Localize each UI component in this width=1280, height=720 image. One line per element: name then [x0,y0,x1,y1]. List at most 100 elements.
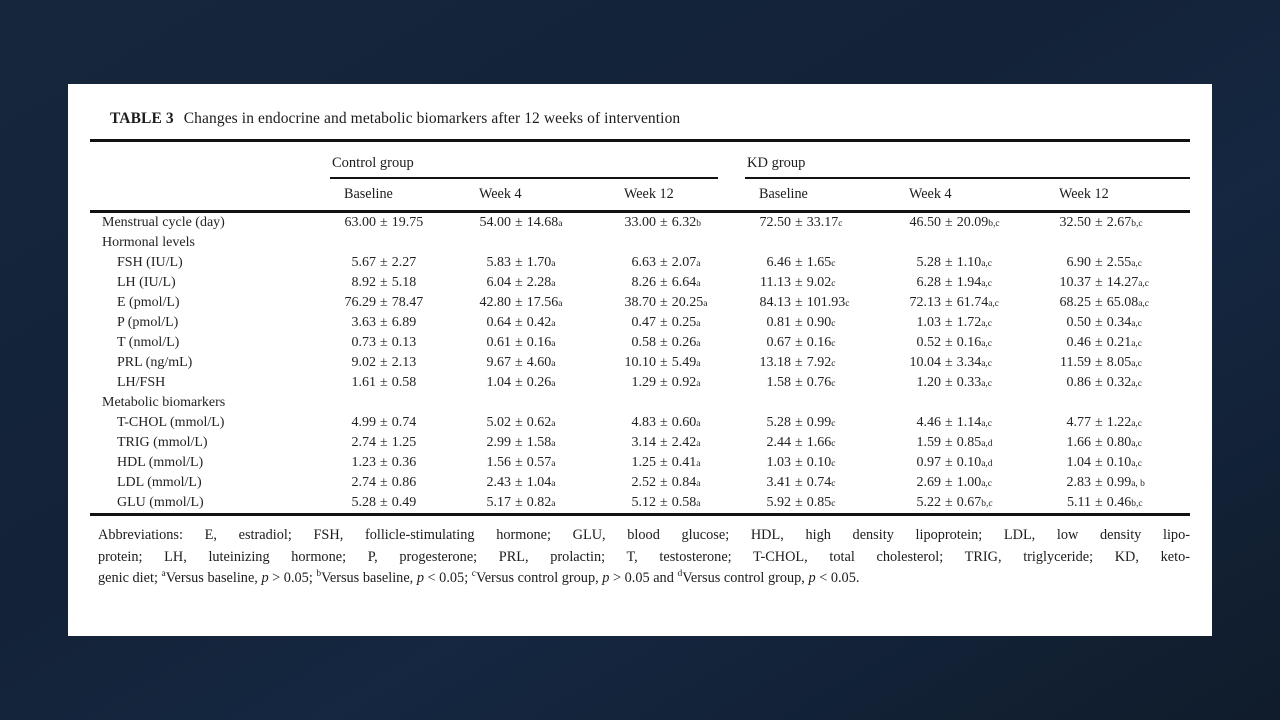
table-footnote: Abbreviations: E, estradiol; FSH, follic… [98,525,1190,590]
row-label: GLU (mmol/L) [90,493,330,516]
value-cell [745,233,895,253]
value-cell: 54.00 ±14.68 a [479,215,563,230]
row-label: HDL (mmol/L) [117,455,204,470]
value-cell [895,393,1045,413]
value-cell: 32.50 ±2.67 b,c [1059,215,1143,230]
col-header-kd-week4: Week 4 [895,179,1045,213]
row-label: LH/FSH [117,375,166,390]
value-cell: 1.03 ±0.10 c [766,455,836,470]
col-header-control-week4: Week 4 [465,179,610,213]
table-row: LH/FSH 1.61 ±0.58 1.04 ±0.26 a 1.29 ±0.92 a 1.58 ±… [90,373,1190,393]
value-cell: 10.37 ±14.27 a,c [1059,275,1150,290]
value-cell: 2.74 ±0.86 [351,475,417,490]
table-row: GLU (mmol/L) 5.28 ±0.49 5.17 ±0.82 a 5.12 ±0.58… [90,493,1191,516]
footnote-line: protein; LH, luteinizing hormone; P, pro… [98,548,1190,565]
table-row: LH (IU/L) 8.92 ±5.18 6.04 ±2.28 a 8.26 ±6.64 a 11… [90,273,1190,293]
value-cell: 5.12 ±0.58 a [610,493,745,516]
value-cell [1045,233,1190,253]
value-cell: 5.11 ±0.46 b,c [1045,493,1191,516]
row-label: E (pmol/L) [117,295,180,310]
value-cell: 0.52 ±0.16 a,c [916,335,993,350]
empty-header-cell [90,141,330,180]
value-cell: 38.70 ±20.25 a [624,295,708,310]
col-header-kd-week12: Week 12 [1045,179,1191,213]
col-header-kd-baseline: Baseline [745,179,895,213]
table-row: LDL (mmol/L) 2.74 ±0.86 2.43 ±1.04 a 2.52 ±0.84… [90,473,1190,493]
col-header-control-baseline: Baseline [330,179,465,213]
value-cell [330,393,465,413]
group-header-row: Control group KD group [90,141,1191,180]
row-label: LDL (mmol/L) [117,475,202,490]
value-cell: 5.17 ±0.82 a [465,493,610,516]
table-row: T (nmol/L) 0.73 ±0.13 0.61 ±0.16 a 0.58 ±0.26 a 0… [90,333,1190,353]
value-cell: 0.64 ±0.42 a [486,315,556,330]
section-row: Metabolic biomarkers [90,393,1190,413]
value-cell: 2.44 ±1.66 c [766,435,836,450]
row-label: LH (IU/L) [117,275,176,290]
value-cell: 6.46 ±1.65 c [766,255,836,270]
value-cell: 1.58 ±0.76 c [766,375,836,390]
value-cell: 84.13 ±101.93 c [759,295,850,310]
value-cell: 1.59 ±0.85 a,d [916,435,993,450]
value-cell: 5.28 ±0.49 [330,493,465,516]
section-label: Metabolic biomarkers [102,395,226,410]
value-cell [610,233,745,253]
value-cell: 1.56 ±0.57 a [486,455,556,470]
value-cell: 42.80 ±17.56 a [479,295,563,310]
value-cell: 5.83 ±1.70 a [486,255,556,270]
value-cell: 2.69 ±1.00 a,c [916,475,993,490]
row-label: TRIG (mmol/L) [117,435,208,450]
kd-group-header: KD group [745,141,1191,179]
row-label: T (nmol/L) [117,335,180,350]
value-cell: 9.02 ±2.13 [351,355,417,370]
value-cell: 0.97 ±0.10 a,d [916,455,993,470]
value-cell: 3.14 ±2.42 a [631,435,701,450]
value-cell: 6.28 ±1.94 a,c [916,275,993,290]
value-cell: 1.29 ±0.92 a [631,375,701,390]
table-row: Menstrual cycle (day) 63.00 ±19.75 54.00 ±14… [90,212,1190,234]
value-cell: 0.46 ±0.21 a,c [1066,335,1143,350]
row-label: Menstrual cycle (day) [102,215,225,230]
value-cell: 76.29 ±78.47 [344,295,424,310]
value-cell: 33.00 ±6.32 b [624,215,701,230]
value-cell: 68.25 ±65.08 a,c [1059,295,1150,310]
value-cell: 72.50 ±33.17 c [759,215,843,230]
value-cell: 1.23 ±0.36 [351,455,417,470]
section-row: Hormonal levels [90,233,1190,253]
value-cell: 10.04 ±3.34 a,c [909,355,993,370]
value-cell: 4.77 ±1.22 a,c [1066,415,1143,430]
value-cell: 0.81 ±0.90 c [766,315,836,330]
table-row: T-CHOL (mmol/L) 4.99 ±0.74 5.02 ±0.62 a 4.83 ±0… [90,413,1190,433]
value-cell: 8.26 ±6.64 a [631,275,701,290]
value-cell: 46.50 ±20.09 b,c [909,215,1000,230]
value-cell: 2.74 ±1.25 [351,435,417,450]
value-cell: 0.47 ±0.25 a [631,315,701,330]
value-cell: 1.25 ±0.41 a [631,455,701,470]
value-cell: 0.67 ±0.16 c [766,335,836,350]
value-cell: 1.04 ±0.26 a [486,375,556,390]
section-label: Hormonal levels [102,235,195,250]
value-cell: 5.22 ±0.67 b,c [895,493,1045,516]
value-cell: 1.20 ±0.33 a,c [916,375,993,390]
value-cell [465,233,610,253]
value-cell: 72.13 ±61.74 a,c [909,295,1000,310]
paper-table-card: TABLE 3 Changes in endocrine and metaboli… [68,84,1212,636]
value-cell: 0.73 ±0.13 [351,335,417,350]
kd-group-label: KD group [745,155,1191,179]
value-cell: 1.61 ±0.58 [351,375,417,390]
row-label: PRL (ng/mL) [117,355,193,370]
value-cell: 4.46 ±1.14 a,c [916,415,993,430]
value-cell: 5.02 ±0.62 a [486,415,556,430]
value-cell: 4.99 ±0.74 [351,415,417,430]
table-row: HDL (mmol/L) 1.23 ±0.36 1.56 ±0.57 a 1.25 ±0.41… [90,453,1190,473]
value-cell: 63.00 ±19.75 [344,215,424,230]
value-cell: 1.03 ±1.72 a,c [916,315,993,330]
value-cell: 2.52 ±0.84 a [631,475,701,490]
value-cell: 6.63 ±2.07 a [631,255,701,270]
footnote-line: Abbreviations: E, estradiol; FSH, follic… [98,527,1190,543]
value-cell [1045,393,1190,413]
table-row: PRL (ng/mL) 9.02 ±2.13 9.67 ±4.60 a 10.10 ±5.49… [90,353,1190,373]
value-cell: 11.59 ±8.05 a,c [1060,355,1142,370]
value-cell: 2.83 ±0.99 a, b [1066,475,1145,490]
table-number-label: TABLE 3 [110,110,174,127]
